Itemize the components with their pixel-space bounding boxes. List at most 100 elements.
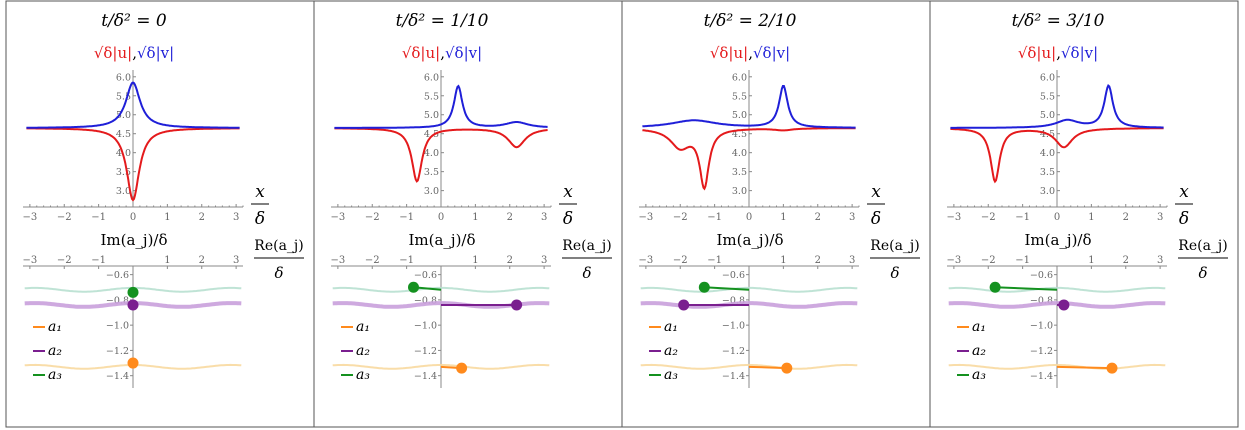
curve-u — [334, 127, 548, 183]
x-tick-label: 3 — [1157, 212, 1163, 223]
legend-label-a1: a₁ — [48, 319, 62, 335]
trajectory-a3 — [640, 286, 858, 293]
phase-x-tick-label: −2 — [57, 255, 72, 266]
phase-x-tick-label: −3 — [639, 255, 654, 266]
x-tick-label: −3 — [331, 212, 346, 223]
y-tick-label: 5.0 — [424, 110, 439, 121]
phase-y-tick-label: −1.2 — [414, 346, 437, 357]
x-tick-label: −2 — [57, 212, 72, 223]
x-label-num: x — [255, 182, 265, 202]
curve-u — [950, 127, 1164, 184]
trajectory-a2 — [948, 301, 1166, 309]
legend-label-a2: a₂ — [48, 343, 62, 359]
x-label-den: δ — [1179, 209, 1189, 229]
x-tick-label: −1 — [91, 212, 106, 223]
panel-1: t/δ² = 0 √δ|u|,√δ|v| −3 −2 −1 0 1 2 3 6.0 5.5 5.0 4.… — [5, 0, 315, 428]
x-label-den: δ — [871, 209, 881, 229]
legend-label-a3: a₃ — [356, 367, 370, 383]
curve-legend: √δ|u|,√δ|v| — [402, 44, 482, 62]
point-a2 — [678, 299, 690, 311]
trajectory-a1 — [332, 363, 550, 370]
panel-border — [313, 0, 623, 428]
trajectory-a3 — [948, 286, 1166, 293]
phase-y-label: Im(a_j)/δ — [1024, 231, 1091, 249]
phase-y-tick-label: −0.6 — [722, 270, 745, 281]
point-a2 — [511, 299, 523, 311]
panel-3: t/δ² = 2/10 √δ|u|,√δ|v| −3 −2 −1 0 1 2 3 6.0 5.5 5.… — [621, 0, 931, 428]
path-a1 — [748, 365, 787, 370]
legend-label-a1: a₁ — [972, 319, 986, 335]
y-tick-label: 4.5 — [732, 129, 747, 140]
x-label-num: x — [563, 182, 573, 202]
y-tick-label: 5.0 — [1040, 110, 1055, 121]
y-tick-label: 5.5 — [424, 91, 439, 102]
y-tick-label: 4.5 — [116, 129, 131, 140]
point-a2 — [1058, 299, 1070, 311]
phase-y-tick-label: −1.0 — [1030, 321, 1053, 332]
phase-y-tick-label: −1.0 — [106, 321, 129, 332]
phase-y-tick-label: −1.0 — [722, 321, 745, 332]
x-tick-label: −2 — [981, 212, 996, 223]
phase-x-tick-label: 1 — [472, 255, 478, 266]
phase-x-label-num: Re(a_j) — [870, 238, 919, 254]
y-tick-label: 5.0 — [116, 110, 131, 121]
panel-border — [929, 0, 1239, 428]
x-label-den: δ — [255, 209, 265, 229]
panel-title: t/δ² = 0 — [101, 11, 167, 31]
y-tick-label: 3.0 — [732, 186, 747, 197]
legend-label-a2: a₂ — [664, 343, 678, 359]
x-tick-label: −1 — [1015, 212, 1030, 223]
phase-x-tick-label: 3 — [541, 255, 547, 266]
panel-2: t/δ² = 1/10 √δ|u|,√δ|v| −3 −2 −1 0 1 2 3 6.0 5.5 5.… — [313, 0, 623, 428]
phase-x-tick-label: 3 — [849, 255, 855, 266]
curve-legend: √δ|u|,√δ|v| — [1018, 44, 1098, 62]
panel-4: t/δ² = 3/10 √δ|u|,√δ|v| −3 −2 −1 0 1 2 3 6.0 5.5 5.… — [929, 0, 1239, 428]
point-a3 — [989, 281, 1001, 293]
curve-u — [26, 127, 240, 202]
panel-title: t/δ² = 1/10 — [396, 11, 489, 31]
y-tick-label: 3.5 — [732, 167, 747, 178]
x-tick-label: 3 — [849, 212, 855, 223]
trajectory-a1 — [948, 363, 1166, 370]
phase-x-label-den: δ — [1198, 264, 1207, 282]
path-a3 — [704, 286, 750, 291]
point-a3 — [127, 286, 139, 298]
legend-label-a3: a₃ — [972, 367, 986, 383]
phase-y-label: Im(a_j)/δ — [408, 231, 475, 249]
curve-legend: √δ|u|,√δ|v| — [710, 44, 790, 62]
phase-x-tick-label: −2 — [365, 255, 380, 266]
y-tick-label: 6.0 — [1040, 72, 1055, 83]
curve-v — [950, 84, 1164, 129]
phase-y-tick-label: −1.2 — [1030, 346, 1053, 357]
y-tick-label: 4.5 — [424, 129, 439, 140]
x-tick-label: 0 — [746, 212, 752, 223]
x-tick-label: 0 — [130, 212, 136, 223]
path-a3 — [995, 286, 1058, 291]
phase-x-label-den: δ — [890, 264, 899, 282]
x-tick-label: −1 — [399, 212, 414, 223]
legend-label-a2: a₂ — [972, 343, 986, 359]
phase-x-label-num: Re(a_j) — [254, 238, 303, 254]
phase-x-tick-label: −3 — [23, 255, 38, 266]
phase-x-label-num: Re(a_j) — [1178, 238, 1227, 254]
point-a1 — [1106, 362, 1118, 374]
point-a1 — [781, 362, 793, 374]
point-a1 — [456, 362, 468, 374]
y-tick-label: 3.5 — [116, 167, 131, 178]
y-tick-label: 4.0 — [1040, 148, 1055, 159]
x-tick-label: 2 — [199, 212, 205, 223]
y-tick-label: 5.0 — [732, 110, 747, 121]
phase-y-label: Im(a_j)/δ — [100, 231, 167, 249]
x-tick-label: 0 — [1054, 212, 1060, 223]
phase-x-tick-label: −1 — [399, 255, 414, 266]
y-tick-label: 6.0 — [732, 72, 747, 83]
y-tick-label: 6.0 — [424, 72, 439, 83]
point-a1 — [127, 357, 139, 369]
phase-y-tick-label: −0.6 — [106, 270, 129, 281]
y-tick-label: 3.5 — [424, 167, 439, 178]
y-tick-label: 4.0 — [732, 148, 747, 159]
x-tick-label: −1 — [707, 212, 722, 223]
x-tick-label: −3 — [639, 212, 654, 223]
phase-y-label: Im(a_j)/δ — [716, 231, 783, 249]
